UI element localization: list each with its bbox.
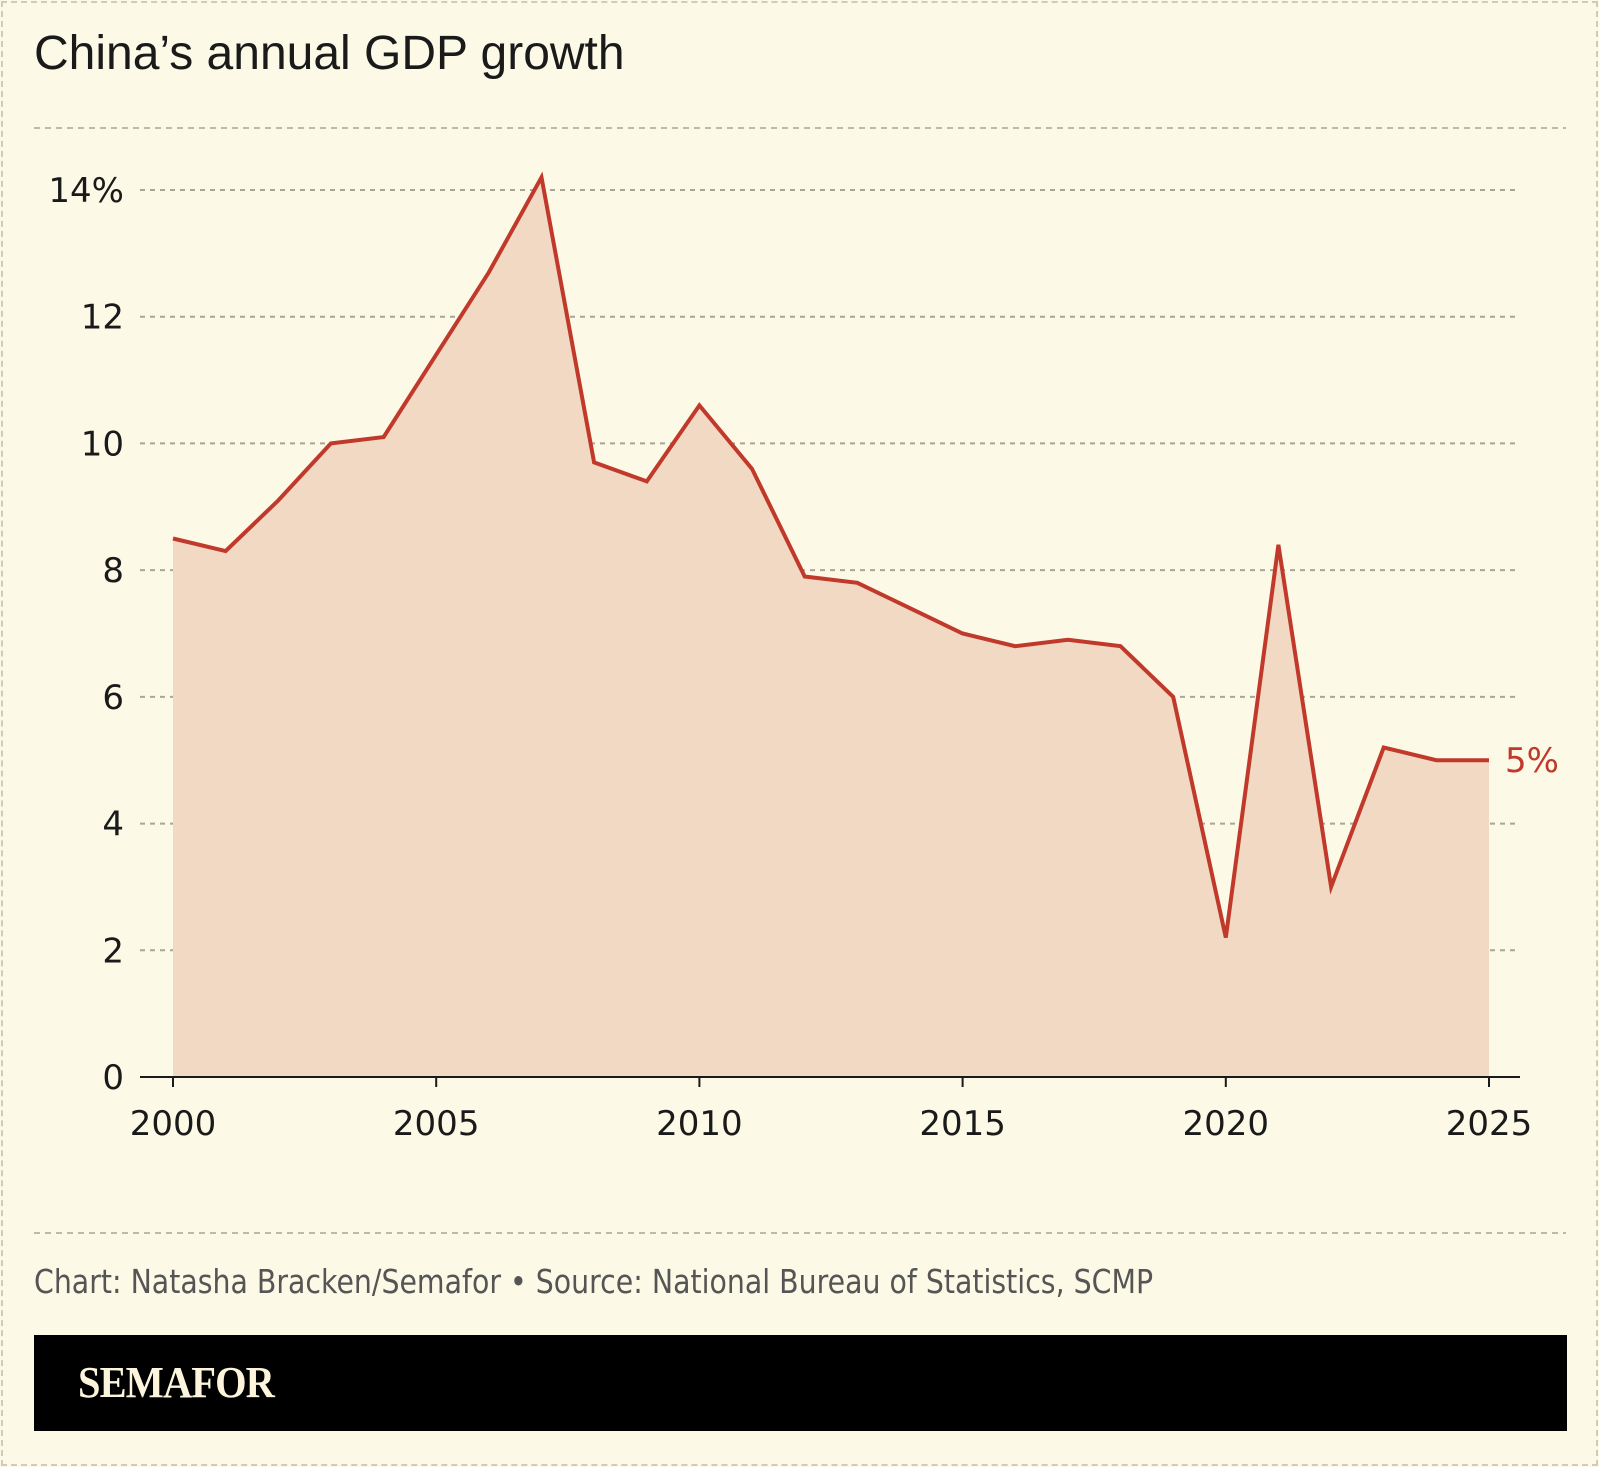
y-tick-label: 0 <box>102 1058 124 1098</box>
chart-title: China’s annual GDP growth <box>34 27 625 80</box>
source-note: Chart: Natasha Bracken/Semafor • Source:… <box>34 1262 1154 1301</box>
end-value-label: 5% <box>1505 741 1559 781</box>
x-tick-label: 2010 <box>656 1104 743 1144</box>
semafor-logo: SEMAFOR <box>78 1358 275 1407</box>
y-tick-label: 6 <box>102 678 124 718</box>
y-tick-label: 2 <box>102 931 124 971</box>
x-tick-label: 2020 <box>1183 1104 1270 1144</box>
y-tick-label: 10 <box>81 424 124 464</box>
x-tick-label: 2000 <box>130 1104 217 1144</box>
y-tick-label: 12 <box>81 298 124 338</box>
y-tick-label: 4 <box>102 805 124 845</box>
brand-bar: SEMAFOR <box>34 1335 1567 1431</box>
x-tick-label: 2025 <box>1446 1104 1533 1144</box>
series-line <box>172 171 1489 939</box>
x-tick-label: 2005 <box>393 1104 480 1144</box>
area-fill <box>173 177 1489 1078</box>
y-tick-label: 8 <box>102 551 124 591</box>
x-tick-label: 2015 <box>919 1104 1006 1144</box>
y-tick-label: 14% <box>48 171 124 211</box>
